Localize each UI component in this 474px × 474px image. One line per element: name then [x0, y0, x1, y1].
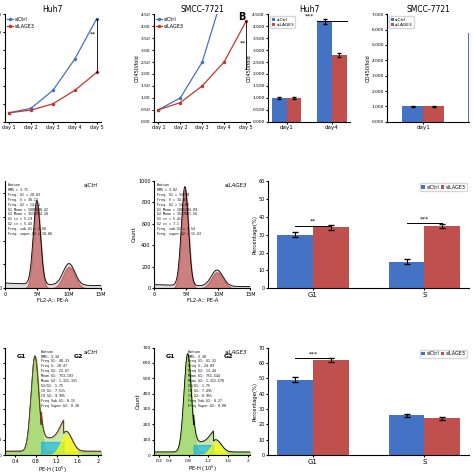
- Bar: [389, 262, 425, 288]
- Text: siCtrl: siCtrl: [84, 183, 98, 188]
- Title: Huh7: Huh7: [43, 5, 63, 14]
- X-axis label: FL2-A:: PE-A: FL2-A:: PE-A: [37, 298, 69, 303]
- Text: ***: ***: [420, 216, 429, 221]
- Legend: siCtrl, siLAGE3: siCtrl, siLAGE3: [420, 350, 467, 358]
- Bar: [425, 418, 460, 455]
- Text: G1: G1: [16, 354, 26, 359]
- Bar: [287, 98, 301, 122]
- Y-axis label: Percentage(%): Percentage(%): [252, 215, 257, 254]
- Bar: [402, 106, 423, 122]
- Text: Watson
RMS = 3.71
Freq. G1 = 28.03
Freq. S = 36.12
Freq. G2 = 14.51
G1 Mean = 18: Watson RMS = 3.71 Freq. G1 = 28.03 Freq.…: [8, 183, 52, 236]
- Bar: [318, 21, 332, 122]
- Title: Huh7: Huh7: [299, 5, 319, 14]
- Title: SMCC-7721: SMCC-7721: [180, 5, 224, 14]
- Bar: [423, 106, 444, 122]
- X-axis label: PE-H (10$^5$): PE-H (10$^5$): [38, 465, 67, 474]
- Bar: [272, 98, 287, 122]
- Y-axis label: Percentage(%): Percentage(%): [252, 382, 257, 421]
- Legend: siCtrl, siLAGE3: siCtrl, siLAGE3: [271, 17, 295, 28]
- Bar: [313, 228, 349, 288]
- Text: G2: G2: [74, 354, 83, 359]
- Text: **: **: [310, 219, 316, 224]
- Bar: [313, 360, 349, 455]
- Text: ***: ***: [305, 14, 314, 19]
- Bar: [277, 235, 313, 288]
- Title: SMCC-7721: SMCC-7721: [406, 5, 450, 14]
- Legend: siCtrl, siLAGE3: siCtrl, siLAGE3: [420, 183, 467, 191]
- Bar: [468, 33, 474, 122]
- Y-axis label: OD450/fold: OD450/fold: [135, 54, 139, 82]
- Y-axis label: OD450/fold: OD450/fold: [365, 54, 370, 82]
- Legend: siCtrl, siLAGE3: siCtrl, siLAGE3: [7, 17, 35, 29]
- Text: Watson
RMS: 3.34
Freq G1: 48.33
Freq S: 28.47
Freq G2: 22.67
Mean G1: 753,193
Me: Watson RMS: 3.34 Freq G1: 48.33 Freq S: …: [41, 350, 79, 408]
- Legend: siCtrl, siLAGE3: siCtrl, siLAGE3: [390, 17, 414, 28]
- Text: siCtrl: siCtrl: [84, 350, 98, 355]
- Text: Watson
RMS = 3.82
Freq. G1 = 33.89
Freq. S = 34.01
Freq. G2 = 14.02
G1 Mean = 18: Watson RMS = 3.82 Freq. G1 = 33.89 Freq.…: [157, 183, 201, 236]
- Bar: [277, 380, 313, 455]
- Text: **: **: [240, 40, 246, 46]
- Y-axis label: Count: Count: [132, 227, 137, 242]
- Text: B: B: [238, 12, 246, 22]
- X-axis label: PE-H (10$^5$): PE-H (10$^5$): [188, 464, 217, 474]
- Text: **: **: [90, 32, 97, 36]
- Text: siLAGE3: siLAGE3: [225, 183, 247, 188]
- Y-axis label: OD450/fold: OD450/fold: [246, 54, 251, 82]
- Bar: [425, 226, 460, 288]
- Text: Watson
RMS: 3.38
Freq G1: 61.32
Freq S: 24.89
Freq G2: 13.44
Mean G1: 751,544
Me: Watson RMS: 3.38 Freq G1: 61.32 Freq S: …: [188, 350, 226, 408]
- Text: G1: G1: [165, 354, 175, 359]
- Text: siLAGE3: siLAGE3: [225, 350, 247, 355]
- Bar: [389, 415, 425, 455]
- Legend: siCtrl, siLAGE3: siCtrl, siLAGE3: [156, 17, 184, 29]
- Text: G2: G2: [223, 354, 233, 359]
- Y-axis label: Count: Count: [136, 393, 141, 409]
- Bar: [332, 55, 346, 122]
- X-axis label: FL2-A:: PE-A: FL2-A:: PE-A: [187, 298, 218, 303]
- Text: ***: ***: [309, 351, 318, 356]
